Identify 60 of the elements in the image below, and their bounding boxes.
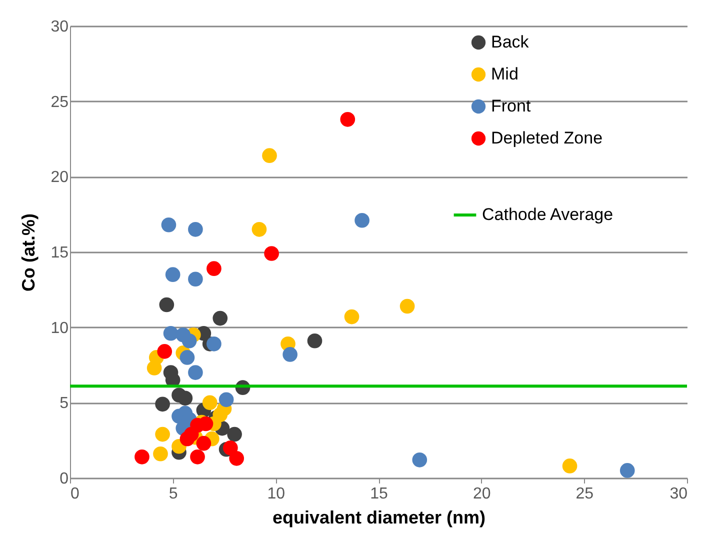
x-tick-label: 15: [370, 486, 388, 502]
legend-label: Back: [491, 32, 530, 52]
point: [354, 212, 370, 228]
y-tick-label: 0: [60, 470, 69, 488]
legend-label: Cathode Average: [482, 205, 614, 224]
point: [155, 426, 170, 442]
point: [412, 452, 428, 468]
point: [180, 350, 195, 365]
point: [157, 344, 172, 359]
point: [188, 365, 203, 380]
legend-label: Front: [491, 96, 531, 116]
x-tick-label: 10: [267, 486, 286, 502]
point: [188, 222, 203, 237]
y-tick-label: 25: [50, 94, 69, 111]
legend-label: Depleted Zone: [491, 128, 603, 148]
x-tick-label: 5: [168, 486, 178, 502]
y-tick-label: 5: [60, 395, 69, 412]
point: [307, 333, 322, 348]
y-tick-label: 10: [50, 320, 69, 337]
x-tick-label: 0: [70, 486, 80, 502]
point: [178, 390, 193, 406]
point: [165, 267, 180, 282]
y-tick-label: 15: [50, 244, 69, 262]
point: [229, 451, 244, 466]
y-tick-label: 20: [50, 169, 69, 186]
x-tick-label: 25: [576, 486, 594, 502]
point: [159, 297, 174, 312]
point: [252, 222, 267, 237]
point: [153, 446, 168, 462]
y-tick-label: 30: [50, 18, 69, 36]
point: [400, 298, 415, 314]
point: [202, 395, 218, 410]
x-tick-label: 20: [472, 486, 491, 502]
point: [212, 310, 228, 326]
point: [344, 309, 360, 324]
x-axis-title: equivalent diameter (nm): [272, 508, 486, 528]
point: [340, 112, 356, 127]
point: [562, 458, 578, 474]
point: [161, 217, 176, 232]
point: [206, 261, 222, 276]
point: [264, 246, 279, 261]
y-axis-title: Co (at.%): [18, 214, 39, 292]
x-tick-label: 30: [670, 486, 688, 502]
point: [262, 148, 277, 163]
point: [620, 463, 635, 478]
point: [188, 272, 203, 287]
point: [227, 426, 242, 442]
point: [282, 347, 298, 362]
point: [184, 426, 199, 442]
point: [182, 333, 197, 348]
point: [155, 396, 170, 412]
point: [190, 450, 205, 464]
point: [196, 436, 212, 451]
point: [218, 392, 234, 408]
point: [206, 336, 222, 352]
point: [163, 326, 178, 341]
point: [134, 450, 150, 464]
legend-label: Mid: [491, 64, 518, 84]
point: [146, 360, 162, 376]
point: [223, 440, 238, 456]
